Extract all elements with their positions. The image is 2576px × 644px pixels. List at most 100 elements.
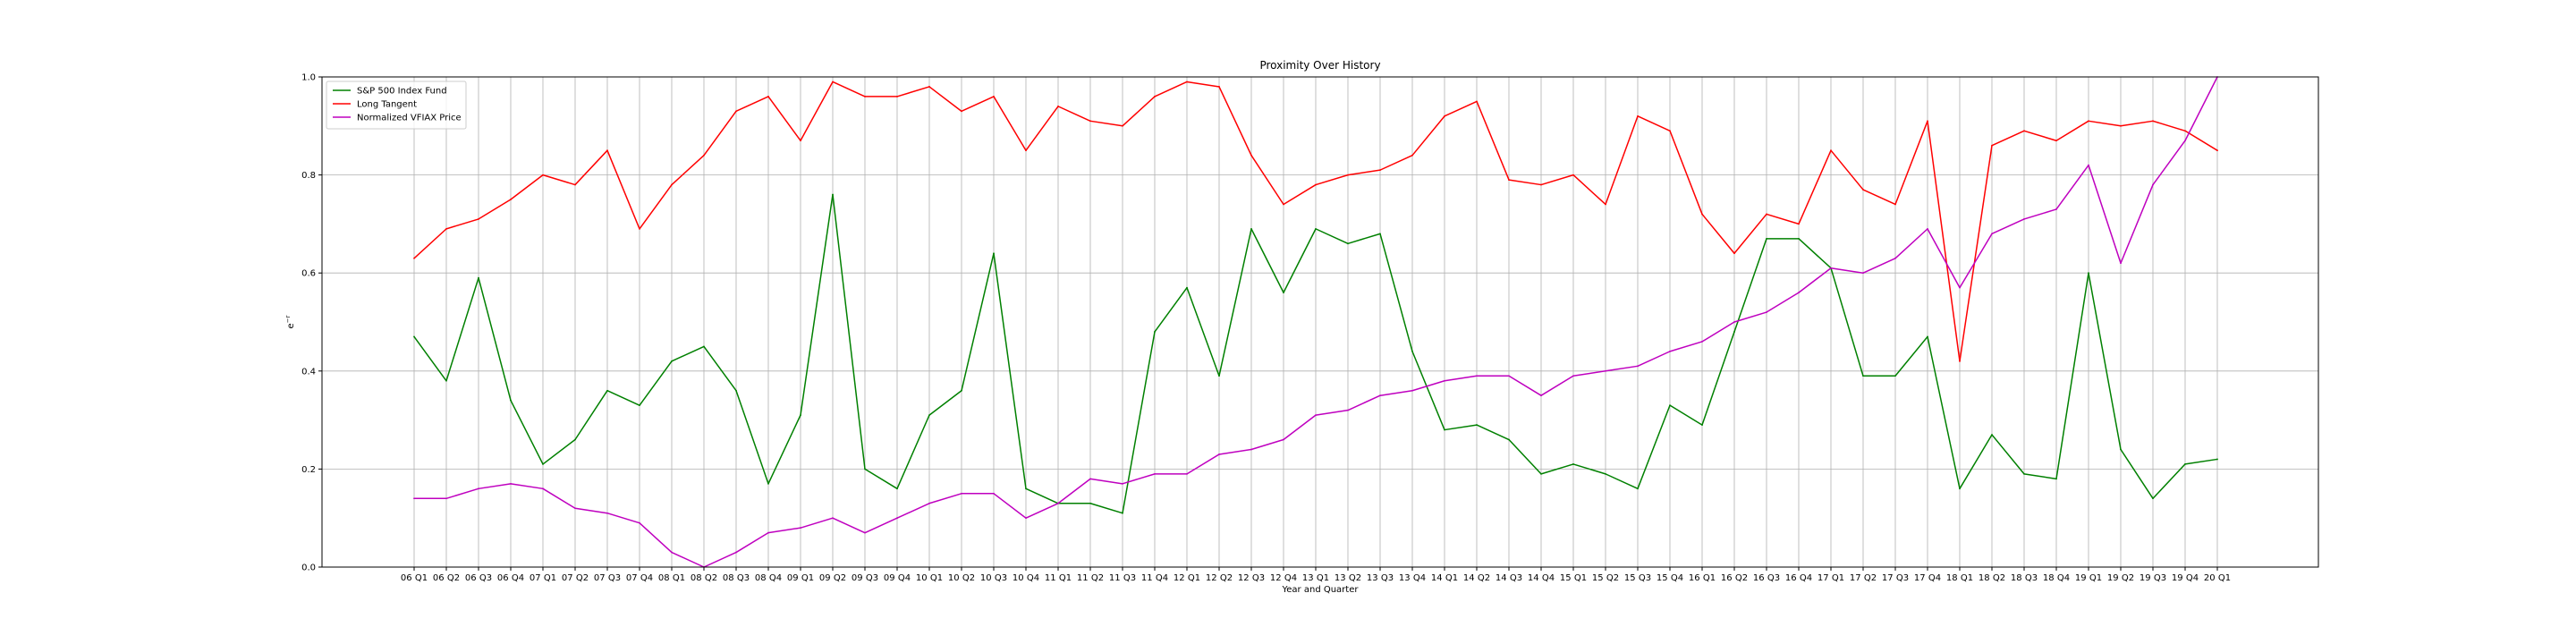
x-tick-label: 07 Q2: [562, 573, 589, 583]
data-point: [1508, 179, 1510, 181]
data-point: [542, 174, 544, 176]
data-point: [735, 110, 737, 113]
data-point: [1025, 517, 1027, 520]
data-point: [606, 149, 608, 152]
data-point: [445, 227, 447, 230]
legend-label: Long Tangent: [357, 100, 417, 110]
x-tick-label: 19 Q2: [2107, 573, 2134, 583]
data-point: [2023, 218, 2025, 220]
data-point: [1186, 472, 1188, 475]
data-point: [800, 527, 801, 530]
data-point: [1798, 223, 1800, 225]
x-tick-label: 09 Q3: [852, 573, 878, 583]
data-point: [1411, 350, 1413, 352]
data-point: [1927, 335, 1928, 338]
x-tick-label: 14 Q1: [1431, 573, 1458, 583]
data-point: [2088, 164, 2089, 166]
data-point: [928, 86, 930, 88]
legend-box: [326, 80, 467, 130]
data-point: [1959, 286, 1961, 289]
data-point: [1218, 86, 1220, 88]
data-point: [2120, 124, 2122, 127]
y-tick-label: 0.0: [301, 564, 316, 573]
data-point: [2120, 262, 2122, 265]
x-tick-label: 17 Q3: [1882, 573, 1909, 583]
data-point: [1218, 375, 1220, 377]
x-tick-label: 19 Q4: [2172, 573, 2199, 583]
x-tick-label: 17 Q4: [1914, 573, 1941, 583]
data-point: [864, 468, 866, 470]
legend-label: Normalized VFIAX Price: [357, 114, 462, 123]
data-point: [928, 502, 930, 504]
y-tick-label: 0.4: [301, 367, 316, 377]
data-point: [1862, 375, 1864, 377]
x-tick-label: 14 Q2: [1463, 573, 1490, 583]
x-tick-label: 06 Q4: [497, 573, 524, 583]
data-point: [703, 154, 705, 157]
x-tick-label: 19 Q1: [2075, 573, 2102, 583]
data-point: [1701, 424, 1703, 426]
data-point: [800, 140, 801, 142]
x-tick-label: 14 Q3: [1496, 573, 1522, 583]
data-point: [735, 389, 737, 392]
data-point: [1025, 487, 1027, 490]
data-point: [2120, 448, 2122, 451]
data-point: [832, 193, 834, 196]
data-point: [767, 482, 769, 485]
x-tick-label: 18 Q2: [1979, 573, 2005, 583]
data-point: [1476, 424, 1478, 426]
data-point: [1315, 227, 1317, 230]
data-point: [1186, 80, 1188, 83]
data-point: [1830, 267, 1832, 269]
x-tick-label: 09 Q2: [819, 573, 846, 583]
x-tick-label: 13 Q2: [1335, 573, 1361, 583]
data-point: [1379, 394, 1381, 397]
x-tick-label: 16 Q3: [1753, 573, 1780, 583]
data-point: [1122, 512, 1123, 514]
data-point: [896, 96, 898, 97]
x-tick-label: 09 Q1: [787, 573, 814, 583]
data-point: [2023, 472, 2025, 475]
data-point: [1701, 213, 1703, 216]
data-point: [1701, 341, 1703, 343]
data-point: [1218, 453, 1220, 455]
data-point: [1250, 448, 1252, 451]
x-tick-label: 11 Q3: [1109, 573, 1136, 583]
data-point: [1766, 213, 1767, 216]
data-point: [1991, 233, 1993, 235]
data-point: [2184, 140, 2186, 142]
chart-title: Proximity Over History: [1259, 59, 1380, 72]
data-point: [1379, 169, 1381, 172]
x-tick-label: 10 Q4: [1013, 573, 1039, 583]
data-point: [896, 517, 898, 520]
y-tick-label: 0.6: [301, 269, 316, 279]
x-tick-label: 13 Q3: [1367, 573, 1394, 583]
data-point: [2216, 458, 2218, 461]
data-point: [1315, 414, 1317, 417]
x-tick-label: 11 Q1: [1045, 573, 1072, 583]
x-tick-label: 15 Q3: [1624, 573, 1651, 583]
x-tick-label: 15 Q1: [1560, 573, 1587, 583]
data-point: [2055, 208, 2057, 210]
x-tick-label: 06 Q3: [465, 573, 492, 583]
data-point: [639, 404, 640, 407]
data-point: [1315, 183, 1317, 186]
data-point: [1669, 130, 1671, 132]
x-tick-label: 15 Q2: [1592, 573, 1619, 583]
data-point: [542, 487, 544, 490]
data-point: [864, 96, 866, 97]
data-point: [1154, 96, 1156, 97]
x-tick-label: 11 Q2: [1077, 573, 1104, 583]
data-point: [703, 345, 705, 348]
x-axis-label: Year and Quarter: [1282, 585, 1360, 595]
data-point: [961, 110, 962, 113]
data-point: [1347, 242, 1349, 245]
x-tick-label: 20 Q1: [2204, 573, 2231, 583]
legend-label: S&P 500 Index Fund: [357, 87, 447, 97]
data-point: [1283, 292, 1284, 294]
data-point: [993, 96, 995, 97]
x-tick-label: 18 Q3: [2011, 573, 2038, 583]
series-lines: [413, 76, 2218, 568]
data-point: [1476, 375, 1478, 377]
data-point: [1250, 227, 1252, 230]
